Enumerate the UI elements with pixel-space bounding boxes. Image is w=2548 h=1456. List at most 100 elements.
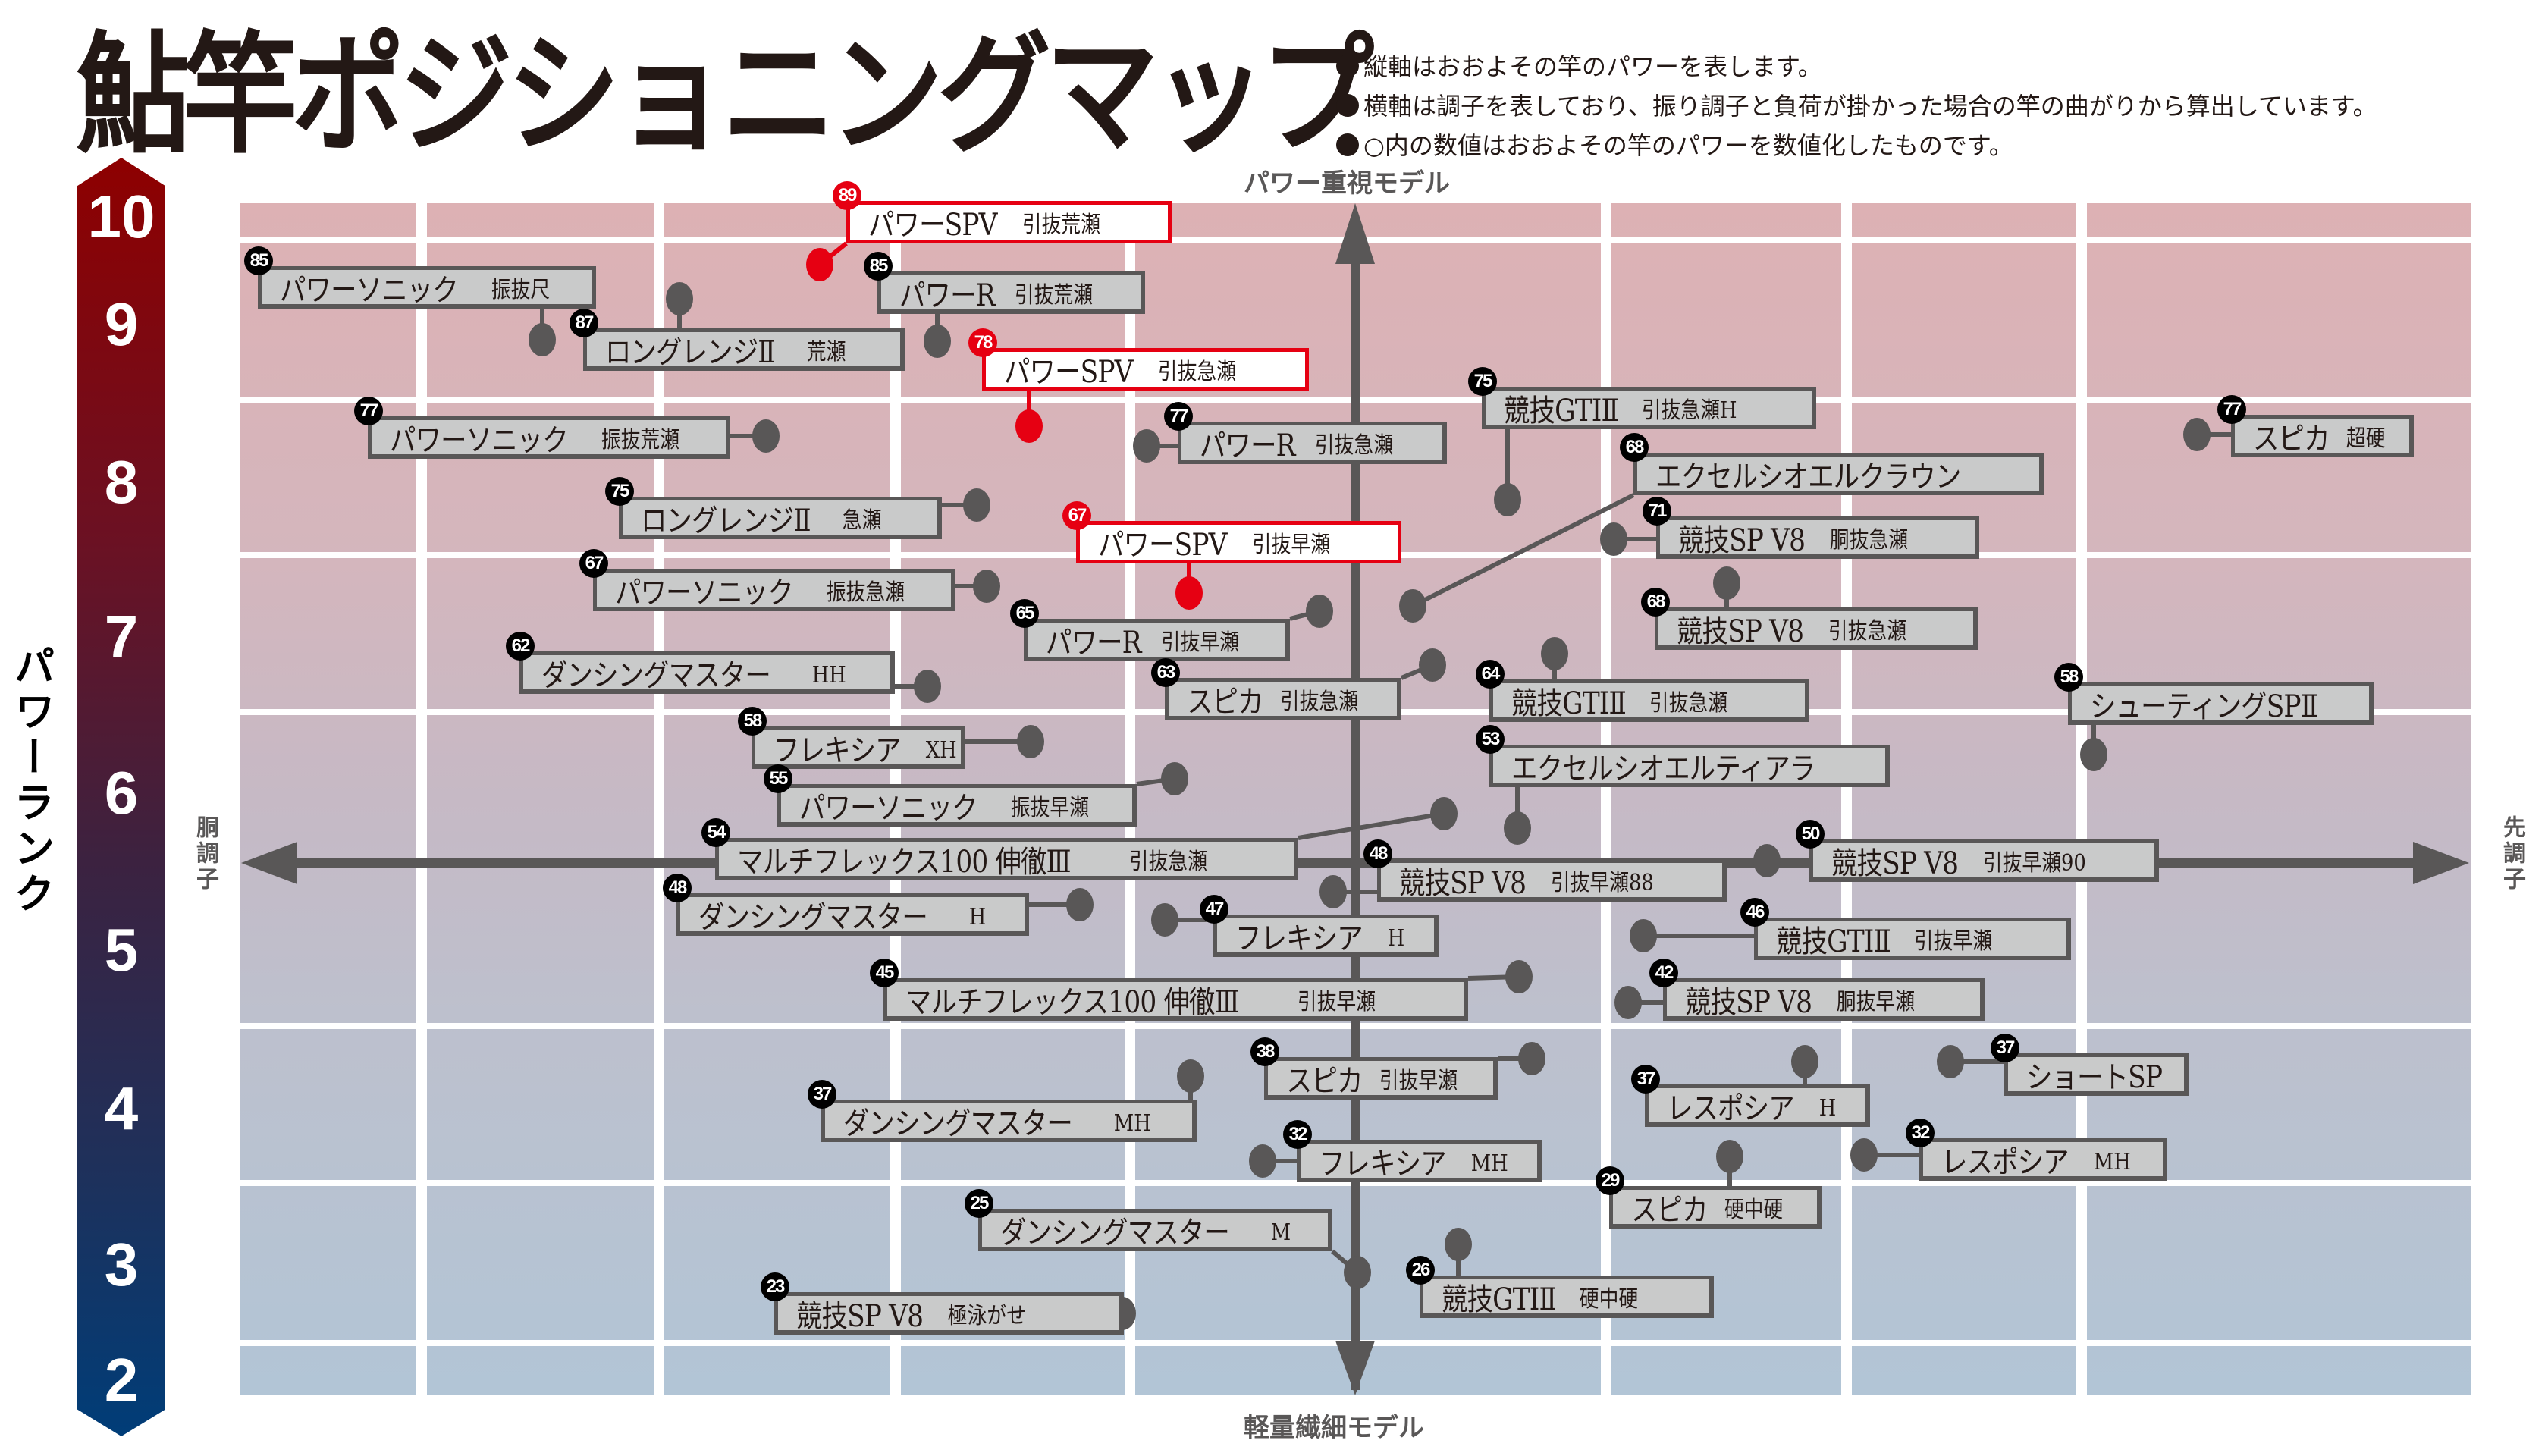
rod-label[interactable]: パワーソニック 振抜荒瀬 bbox=[368, 416, 730, 459]
data-point-dot[interactable] bbox=[2183, 418, 2211, 451]
data-point-dot[interactable] bbox=[1133, 429, 1160, 463]
data-point-dot[interactable] bbox=[1630, 919, 1657, 952]
data-point-dot[interactable] bbox=[1161, 762, 1188, 795]
data-point-dot[interactable] bbox=[1753, 844, 1781, 877]
rod-label[interactable]: エクセルシオエルティアラ bbox=[1489, 745, 1890, 787]
rod-label[interactable]: パワーソニック 振抜尺 bbox=[258, 266, 596, 309]
data-point-dot[interactable] bbox=[1614, 986, 1642, 1019]
data-point-dot[interactable] bbox=[1017, 725, 1044, 758]
rod-label[interactable]: フレキシア H bbox=[1213, 915, 1439, 957]
data-point-dot[interactable] bbox=[1541, 637, 1568, 670]
data-point-dot[interactable] bbox=[1419, 648, 1446, 682]
data-point-dot[interactable] bbox=[1306, 595, 1333, 628]
rod-model: HH bbox=[792, 661, 846, 689]
rod-label[interactable]: パワーR 引抜急瀬 bbox=[1178, 422, 1447, 464]
data-point-dot[interactable] bbox=[1937, 1045, 1964, 1078]
rod-label[interactable]: ダンシングマスター MH bbox=[821, 1100, 1197, 1142]
rod-label[interactable]: パワーSPV 引抜早瀬 bbox=[1076, 521, 1401, 563]
rod-label[interactable]: スピカ 超硬 bbox=[2231, 415, 2414, 457]
rod-model: 振抜急瀬 bbox=[807, 579, 905, 606]
data-point-dot[interactable] bbox=[1850, 1138, 1878, 1172]
data-point-dot[interactable] bbox=[1600, 522, 1627, 556]
data-point-dot[interactable] bbox=[666, 282, 693, 315]
rod-name: シューティングSPⅡ bbox=[2090, 689, 2318, 724]
rod-name: ダンシングマスター bbox=[1000, 1215, 1230, 1250]
data-point-dot[interactable] bbox=[1518, 1042, 1545, 1075]
rod-label[interactable]: ダンシングマスター M bbox=[978, 1209, 1332, 1251]
rod-label[interactable]: スピカ 硬中硬 bbox=[1609, 1186, 1822, 1228]
data-point-dot[interactable] bbox=[1713, 566, 1740, 600]
rod-label[interactable]: 競技SP V8 胴抜早瀬 bbox=[1663, 978, 1985, 1021]
power-value-badge: 53 bbox=[1476, 725, 1505, 754]
arrow-down-icon bbox=[1335, 1341, 1375, 1395]
data-point-dot[interactable] bbox=[1320, 875, 1347, 908]
rod-label[interactable]: エクセルシオエルクラウン bbox=[1633, 453, 2044, 495]
rod-label[interactable]: 競技SP V8 引抜急瀬 bbox=[1655, 607, 1978, 650]
power-value-badge: 87 bbox=[570, 309, 598, 337]
rod-label[interactable]: 競技SP V8 胴抜急瀬 bbox=[1656, 516, 1979, 559]
rod-label[interactable]: シューティングSPⅡ bbox=[2068, 682, 2374, 725]
rod-label[interactable]: 競技GTⅠⅡ 硬中硬 bbox=[1420, 1276, 1714, 1318]
data-point-dot[interactable] bbox=[2080, 738, 2107, 771]
data-point-dot[interactable] bbox=[963, 488, 990, 522]
rod-label[interactable]: レスポシア H bbox=[1645, 1084, 1870, 1127]
rod-label[interactable]: 競技GTⅠⅡ 引抜急瀬H bbox=[1482, 387, 1816, 429]
data-point-dot[interactable] bbox=[1249, 1144, 1276, 1178]
data-point-dot[interactable] bbox=[1151, 903, 1178, 937]
power-value-badge: 78 bbox=[968, 328, 997, 357]
rod-model: 振抜尺 bbox=[472, 276, 551, 303]
rod-label[interactable]: パワーSPV 引抜急瀬 bbox=[982, 348, 1309, 391]
data-point-dot[interactable] bbox=[529, 323, 556, 356]
rod-label[interactable]: フレキシア XH bbox=[752, 726, 965, 769]
rod-model: MH bbox=[1451, 1150, 1508, 1177]
rod-label[interactable]: ロングレンジⅡ 荒瀬 bbox=[583, 328, 905, 371]
data-point-dot[interactable] bbox=[1716, 1140, 1743, 1173]
rod-label[interactable]: パワーR 引抜荒瀬 bbox=[877, 271, 1145, 314]
data-point-dot[interactable] bbox=[1791, 1045, 1818, 1078]
rod-label[interactable]: パワーソニック 振抜急瀬 bbox=[593, 569, 956, 611]
rod-label[interactable]: ショートSP bbox=[2004, 1053, 2189, 1096]
rod-label[interactable]: スピカ 引抜急瀬 bbox=[1165, 678, 1401, 720]
rod-label[interactable]: ダンシングマスター H bbox=[676, 893, 1029, 936]
rod-model: 引抜早瀬 bbox=[1232, 532, 1331, 558]
data-point-dot[interactable] bbox=[1399, 589, 1426, 623]
rod-label[interactable]: 競技GTⅠⅡ 引抜急瀬 bbox=[1489, 679, 1809, 722]
data-point-dot[interactable] bbox=[924, 325, 951, 358]
rod-model: 胴抜早瀬 bbox=[1817, 988, 1916, 1015]
data-point-dot[interactable] bbox=[914, 670, 941, 703]
data-point-dot[interactable] bbox=[1505, 960, 1533, 993]
data-point-dot[interactable] bbox=[1445, 1228, 1472, 1261]
data-point-dot[interactable] bbox=[1175, 576, 1203, 610]
rod-label[interactable]: 競技GTⅠⅡ 引抜早瀬 bbox=[1754, 918, 2071, 960]
rod-label[interactable]: パワーSPV 引抜荒瀬 bbox=[846, 201, 1172, 243]
rod-label[interactable]: ロングレンジⅡ 急瀬 bbox=[619, 497, 942, 539]
data-point-dot[interactable] bbox=[806, 248, 833, 281]
data-point-dot[interactable] bbox=[1066, 888, 1094, 921]
rod-label[interactable]: 競技SP V8 極泳がせ bbox=[774, 1292, 1124, 1335]
rod-label[interactable]: ダンシングマスター HH bbox=[519, 651, 895, 694]
rod-label[interactable]: フレキシア MH bbox=[1297, 1140, 1542, 1182]
data-point-dot[interactable] bbox=[1504, 811, 1531, 845]
rod-label[interactable]: 競技SP V8 引抜早瀬90 bbox=[1809, 839, 2159, 882]
rod-name: パワーソニック bbox=[390, 422, 569, 458]
data-point-dot[interactable] bbox=[1430, 797, 1458, 830]
rod-model: 荒瀬 bbox=[787, 338, 846, 366]
rod-label[interactable]: パワーR 引抜早瀬 bbox=[1024, 619, 1290, 661]
rod-label[interactable]: 競技SP V8 引抜早瀬88 bbox=[1377, 859, 1727, 902]
rod-model: 引抜荒瀬 bbox=[1003, 212, 1101, 238]
rod-label[interactable]: レスポシア MH bbox=[1919, 1138, 2167, 1181]
power-value-badge: 75 bbox=[1468, 367, 1497, 396]
rod-model: H bbox=[949, 903, 987, 930]
rod-model: 引抜急瀬H bbox=[1621, 397, 1737, 424]
data-point-dot[interactable] bbox=[1177, 1059, 1204, 1093]
rod-label[interactable]: マルチフレックス100 伸徹Ⅲ 引抜急瀬 bbox=[715, 838, 1298, 880]
data-point-dot[interactable] bbox=[1344, 1256, 1371, 1289]
data-point-dot[interactable] bbox=[973, 570, 1000, 603]
power-value-badge: 48 bbox=[1363, 839, 1392, 868]
data-point-dot[interactable] bbox=[1015, 410, 1043, 443]
rod-label[interactable]: パワーソニック 振抜早瀬 bbox=[777, 784, 1137, 827]
data-point-dot[interactable] bbox=[752, 419, 780, 453]
data-point-dot[interactable] bbox=[1494, 483, 1521, 516]
rod-label[interactable]: マルチフレックス100 伸徹Ⅲ 引抜早瀬 bbox=[883, 978, 1468, 1021]
rod-label[interactable]: スピカ 引抜早瀬 bbox=[1264, 1057, 1498, 1100]
